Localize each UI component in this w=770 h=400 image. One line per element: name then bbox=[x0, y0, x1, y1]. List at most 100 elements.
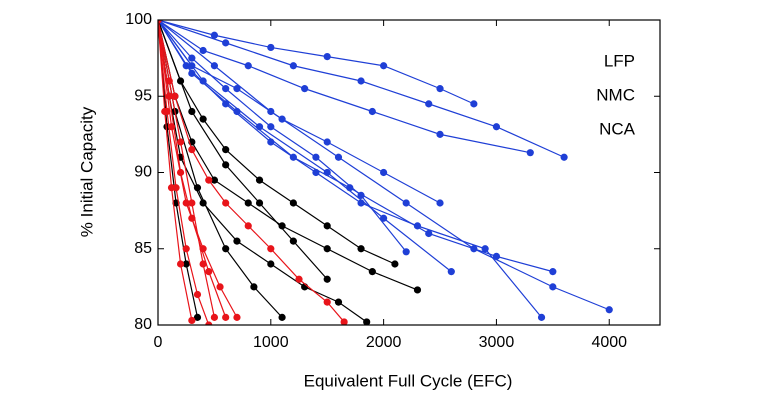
data-point bbox=[380, 62, 388, 70]
x-tick-label: 1000 bbox=[253, 334, 289, 351]
data-point bbox=[244, 62, 252, 70]
data-point bbox=[357, 245, 365, 253]
data-point bbox=[250, 283, 258, 291]
data-point bbox=[205, 268, 213, 276]
data-point bbox=[222, 100, 230, 108]
data-point bbox=[363, 318, 371, 325]
data-point bbox=[323, 138, 331, 146]
series-line bbox=[158, 20, 215, 318]
y-tick-label: 90 bbox=[134, 164, 152, 181]
data-point bbox=[470, 100, 478, 108]
data-point bbox=[436, 85, 444, 93]
data-point bbox=[222, 161, 230, 169]
series-line bbox=[158, 20, 238, 318]
data-point bbox=[244, 199, 252, 207]
x-tick-label: 0 bbox=[154, 334, 163, 351]
data-point bbox=[413, 286, 422, 294]
data-point bbox=[402, 199, 410, 207]
data-point bbox=[289, 153, 297, 161]
data-point bbox=[176, 138, 185, 146]
data-point bbox=[295, 275, 303, 283]
legend-entry: NCA bbox=[599, 119, 636, 138]
series-line bbox=[158, 20, 553, 273]
data-point bbox=[278, 222, 286, 230]
data-point bbox=[402, 248, 410, 256]
data-point bbox=[205, 176, 213, 184]
series-line bbox=[158, 20, 452, 273]
data-point bbox=[436, 199, 444, 207]
data-point bbox=[199, 260, 207, 268]
data-point bbox=[289, 62, 297, 70]
data-point bbox=[605, 306, 613, 314]
series-line bbox=[158, 20, 610, 311]
x-tick-label: 2000 bbox=[366, 334, 402, 351]
data-point bbox=[199, 77, 207, 85]
data-point bbox=[222, 245, 230, 253]
data-point bbox=[323, 53, 331, 61]
data-point bbox=[267, 245, 275, 253]
data-point bbox=[188, 199, 196, 207]
data-point bbox=[222, 39, 230, 47]
data-point bbox=[289, 237, 297, 245]
data-point bbox=[193, 184, 202, 192]
data-point bbox=[267, 123, 275, 131]
data-point bbox=[199, 115, 207, 123]
data-point bbox=[323, 168, 331, 177]
data-point bbox=[357, 191, 365, 199]
data-point bbox=[334, 153, 343, 161]
data-point bbox=[210, 313, 219, 321]
data-point bbox=[334, 298, 343, 306]
data-point bbox=[267, 260, 275, 268]
data-point bbox=[182, 260, 190, 268]
x-tick-label: 3000 bbox=[479, 334, 515, 351]
data-point bbox=[323, 275, 331, 283]
series-line bbox=[158, 20, 328, 280]
data-point bbox=[161, 107, 169, 116]
data-point bbox=[199, 245, 207, 253]
data-point bbox=[167, 184, 176, 192]
data-point bbox=[425, 229, 433, 238]
series-line bbox=[158, 20, 210, 325]
data-point bbox=[447, 268, 455, 276]
y-tick-label: 95 bbox=[134, 87, 152, 104]
data-point bbox=[380, 168, 388, 177]
data-point bbox=[255, 199, 264, 207]
series-line bbox=[158, 20, 475, 105]
data-point bbox=[222, 313, 230, 321]
data-point bbox=[470, 245, 478, 253]
data-point bbox=[210, 62, 219, 70]
data-point bbox=[165, 77, 173, 85]
plot-area bbox=[158, 20, 613, 325]
data-point bbox=[481, 245, 489, 253]
data-point bbox=[188, 316, 196, 325]
y-tick-label: 85 bbox=[134, 240, 152, 257]
data-point bbox=[323, 245, 331, 253]
data-point bbox=[492, 123, 501, 131]
data-point bbox=[210, 31, 219, 39]
data-point bbox=[222, 146, 230, 154]
x-tick-label: 4000 bbox=[591, 334, 627, 351]
data-point bbox=[323, 298, 331, 306]
data-point bbox=[312, 153, 320, 161]
data-point bbox=[199, 46, 207, 55]
data-point bbox=[158, 20, 162, 24]
data-point bbox=[210, 176, 219, 184]
data-point bbox=[301, 85, 309, 93]
data-point bbox=[188, 69, 196, 77]
data-point bbox=[549, 283, 557, 291]
x-axis-label: Equivalent Full Cycle (EFC) bbox=[304, 371, 513, 390]
data-point bbox=[216, 283, 224, 291]
data-point bbox=[323, 222, 331, 230]
data-point bbox=[560, 153, 568, 161]
data-point bbox=[233, 237, 241, 245]
data-point bbox=[222, 199, 230, 207]
data-point bbox=[391, 260, 399, 268]
data-point bbox=[188, 54, 196, 62]
data-point bbox=[255, 123, 264, 131]
data-point bbox=[340, 318, 348, 325]
data-point bbox=[436, 130, 444, 138]
data-point bbox=[193, 290, 202, 299]
y-axis-label: % Initial Capacity bbox=[77, 106, 96, 237]
series-line bbox=[158, 20, 441, 204]
